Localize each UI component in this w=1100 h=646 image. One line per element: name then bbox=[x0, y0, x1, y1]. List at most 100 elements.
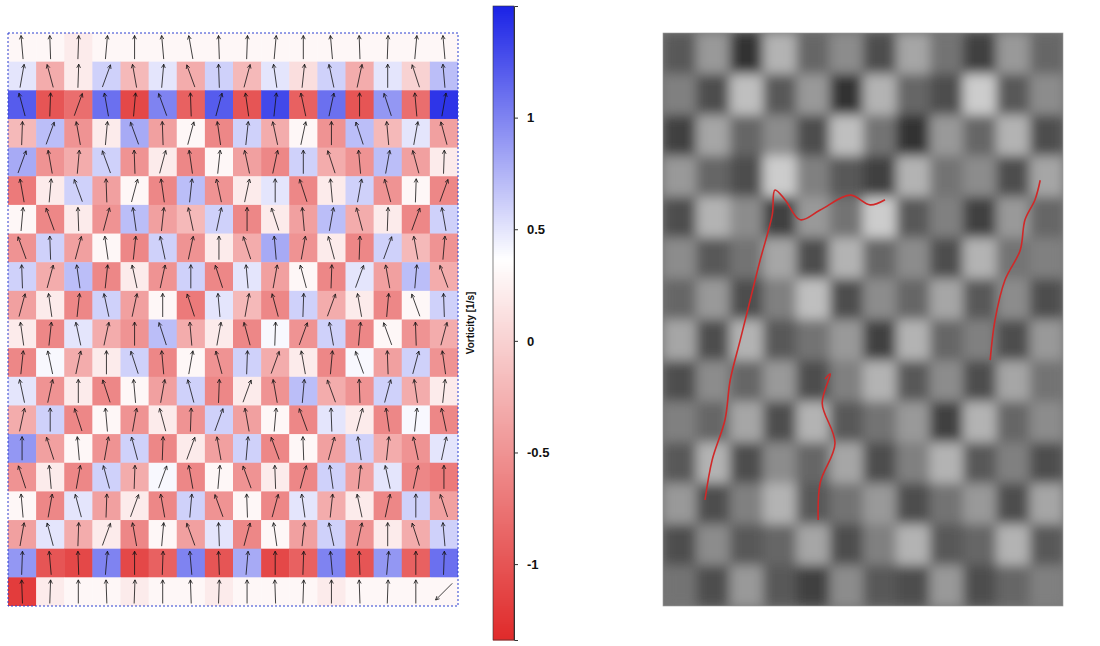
velocity-arrow bbox=[386, 150, 391, 173]
velocity-arrow bbox=[160, 151, 167, 174]
vorticity-cell bbox=[430, 205, 458, 234]
velocity-arrow bbox=[77, 523, 81, 547]
intensity-cell bbox=[696, 279, 730, 320]
figure: 10.50-0.5-1Vorticity [1/s] bbox=[0, 0, 1100, 646]
colorbar-frame bbox=[493, 6, 514, 640]
vorticity-cell bbox=[430, 291, 458, 320]
intensity-cell bbox=[696, 442, 730, 483]
intensity-cell bbox=[763, 401, 797, 442]
vorticity-cell bbox=[177, 577, 206, 606]
velocity-arrow bbox=[411, 294, 420, 316]
velocity-arrow bbox=[243, 380, 252, 402]
velocity-arrow bbox=[436, 583, 453, 600]
colorbar-tick-label: -0.5 bbox=[527, 445, 549, 460]
vorticity-cell bbox=[205, 291, 234, 320]
intensity-cell bbox=[663, 320, 697, 361]
vorticity-cell bbox=[233, 62, 262, 91]
vorticity-cell bbox=[149, 205, 178, 234]
velocity-arrow bbox=[415, 36, 419, 60]
vorticity-cell bbox=[205, 577, 234, 606]
velocity-arrow bbox=[329, 179, 333, 203]
velocity-arrow bbox=[162, 523, 166, 547]
vorticity-cell bbox=[374, 234, 403, 263]
vorticity-cell bbox=[64, 549, 93, 578]
vorticity-cell bbox=[289, 262, 318, 291]
vorticity-cell bbox=[317, 377, 346, 406]
intensity-cell bbox=[796, 197, 830, 238]
velocity-arrow bbox=[20, 551, 24, 575]
intensity-cell bbox=[896, 279, 930, 320]
velocity-arrow bbox=[385, 494, 391, 517]
intensity-cell bbox=[1030, 483, 1063, 524]
velocity-arrow bbox=[104, 437, 109, 460]
velocity-arrow bbox=[46, 523, 53, 546]
vorticity-cell bbox=[92, 377, 121, 406]
vorticity-cell bbox=[402, 549, 431, 578]
velocity-arrow bbox=[357, 150, 361, 174]
velocity-arrow bbox=[328, 523, 334, 546]
vorticity-cell bbox=[8, 291, 37, 320]
velocity-arrow bbox=[356, 265, 365, 287]
velocity-arrow bbox=[130, 122, 139, 144]
velocity-arrow bbox=[441, 322, 448, 345]
velocity-arrow bbox=[384, 237, 393, 259]
velocity-arrow bbox=[74, 409, 82, 431]
velocity-arrow bbox=[300, 93, 306, 116]
velocity-arrow bbox=[387, 551, 391, 575]
intensity-cell bbox=[663, 279, 697, 320]
intensity-cell bbox=[663, 360, 697, 401]
velocity-arrow bbox=[48, 408, 52, 432]
vorticity-cell bbox=[402, 62, 431, 91]
velocity-arrow bbox=[244, 65, 251, 88]
velocity-arrow bbox=[355, 122, 363, 144]
vorticity-cell bbox=[374, 463, 403, 492]
velocity-arrow bbox=[187, 294, 195, 316]
intensity-cell bbox=[763, 483, 797, 524]
vorticity-cell bbox=[149, 119, 178, 148]
intensity-cell bbox=[896, 360, 930, 401]
velocity-arrow bbox=[74, 179, 83, 201]
velocity-arrow bbox=[299, 323, 308, 345]
velocity-arrow bbox=[414, 551, 418, 575]
vorticity-cell bbox=[233, 33, 262, 62]
vorticity-cell bbox=[177, 119, 206, 148]
intensity-cell bbox=[796, 442, 830, 483]
vorticity-cell bbox=[346, 434, 375, 463]
vorticity-cell bbox=[374, 176, 403, 205]
vorticity-cell bbox=[149, 148, 178, 177]
vorticity-cell bbox=[261, 148, 290, 177]
vorticity-cell bbox=[8, 520, 37, 549]
vorticity-cell bbox=[374, 491, 403, 520]
vorticity-cell bbox=[64, 148, 93, 177]
velocity-arrow bbox=[357, 408, 364, 431]
vorticity-cell bbox=[205, 320, 234, 349]
velocity-arrow bbox=[384, 265, 389, 288]
intensity-cell bbox=[996, 565, 1030, 606]
velocity-arrow bbox=[273, 265, 278, 288]
vorticity-cell bbox=[374, 348, 403, 377]
velocity-arrow bbox=[130, 351, 138, 373]
velocity-arrow bbox=[301, 150, 305, 174]
vorticity-cell bbox=[402, 262, 431, 291]
vorticity-cell bbox=[64, 291, 93, 320]
vorticity-cell bbox=[233, 119, 262, 148]
velocity-arrow bbox=[218, 150, 222, 173]
velocity-arrow bbox=[131, 265, 137, 288]
intensity-cell bbox=[763, 320, 797, 361]
velocity-arrow bbox=[273, 236, 277, 260]
vorticity-cell bbox=[64, 62, 93, 91]
velocity-arrow bbox=[105, 265, 109, 288]
vorticity-cell bbox=[261, 491, 290, 520]
velocity-arrow bbox=[384, 179, 391, 202]
vorticity-cell bbox=[374, 577, 403, 606]
vorticity-cell bbox=[149, 491, 178, 520]
intensity-cell bbox=[863, 279, 897, 320]
vorticity-cell bbox=[289, 434, 318, 463]
colorbar: 10.50-0.5-1 bbox=[493, 6, 549, 641]
vorticity-cell bbox=[36, 520, 65, 549]
velocity-arrow bbox=[160, 36, 164, 60]
vorticity-cell bbox=[233, 234, 262, 263]
vorticity-cell bbox=[36, 291, 65, 320]
velocity-arrow bbox=[243, 322, 250, 345]
vorticity-cell bbox=[374, 262, 403, 291]
